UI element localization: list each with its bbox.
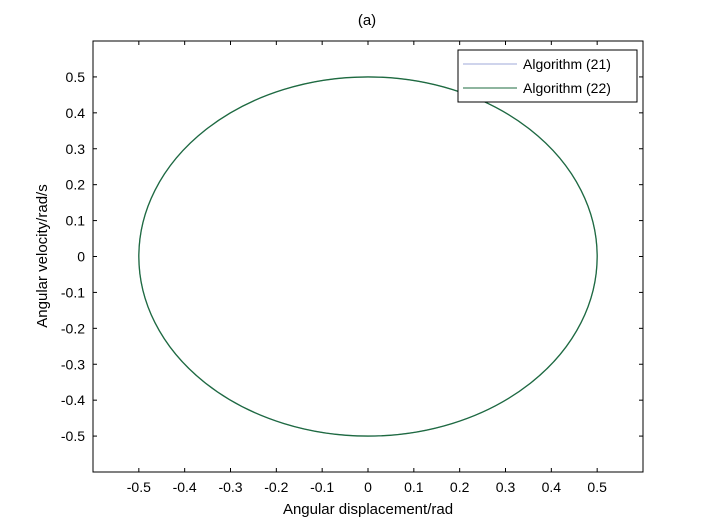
legend-box [457,49,638,103]
y-tick-label: -0.3 [61,356,85,372]
series-algorithm-22-trajectory [138,76,598,437]
y-tick-label: 0 [77,249,85,265]
y-tick-label: 0.2 [66,177,86,193]
y-tick-label: 0.1 [66,213,86,229]
legend-label-algorithm-21: Algorithm (21) [523,56,611,72]
x-tick-label: -0.3 [218,479,242,495]
plot-area-frame [92,40,644,473]
x-tick-label: -0.4 [173,479,197,495]
x-tick-label: 0 [364,479,372,495]
x-tick-label: -0.2 [264,479,288,495]
x-tick-label: 0.2 [450,479,470,495]
x-tick-label: 0.5 [587,479,607,495]
x-tick-label: 0.1 [404,479,424,495]
x-axis: -0.5 -0.4 -0.3 -0.2 -0.1 0 0.1 0.2 0.3 0.4 0.5 [127,41,607,495]
x-tick-label: 0.4 [542,479,562,495]
y-tick-label: -0.1 [61,284,85,300]
y-tick-label: -0.2 [61,320,85,336]
y-tick-label: 0.5 [66,69,86,85]
y-tick-label: -0.5 [61,428,85,444]
x-tick-label: -0.1 [310,479,334,495]
x-tick-label: 0.3 [496,479,516,495]
x-axis-label: Angular displacement/rad [283,501,453,518]
y-tick-label: 0.4 [66,105,86,121]
legend-label-algorithm-22: Algorithm (22) [523,80,611,96]
x-tick-label: -0.5 [127,479,151,495]
y-tick-label: 0.3 [66,141,86,157]
series-layer [138,76,598,437]
y-axis: 0.5 0.4 0.3 0.2 0.1 0 -0.1 -0.2 -0.3 -0.4 -0.5 [61,69,643,444]
chart-title: (a) [358,12,376,29]
legend: Algorithm (21) Algorithm (22) [457,49,638,103]
y-tick-label: -0.4 [61,392,85,408]
y-axis-label: Angular velocity/rad/s [34,184,51,327]
